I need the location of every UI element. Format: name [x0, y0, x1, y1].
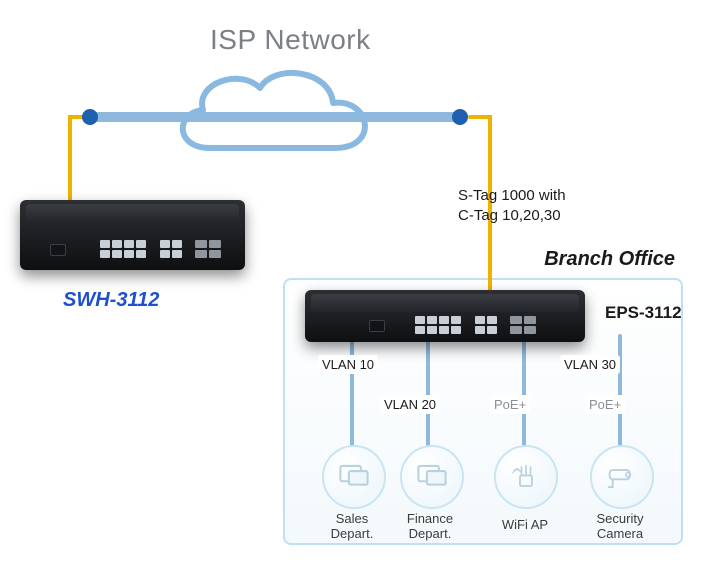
swh-3112-switch [20, 200, 245, 270]
eps-3112-switch [305, 290, 585, 342]
poe-badge-2: PoE+ [585, 395, 625, 414]
vlan30-badge: VLAN 30 [560, 355, 620, 374]
camera-label: SecurityCamera [582, 512, 658, 542]
swh-3112-label: SWH-3112 [63, 289, 159, 312]
poe-badge-1: PoE+ [490, 395, 530, 414]
isp-title: ISP Network [210, 24, 371, 56]
sales-device-icon [322, 445, 386, 509]
finance-label: FinanceDepart. [395, 512, 465, 542]
diagram-stage: ISP Network SWH-3112 S-Tag 1000 with C-T… [0, 0, 703, 568]
sales-label: SalesDepart. [322, 512, 382, 542]
eps-3112-label: EPS-3112 [605, 303, 682, 323]
tag-line1: S-Tag 1000 with [458, 187, 566, 204]
branch-office-title: Branch Office [544, 248, 675, 271]
s-tag-text: S-Tag 1000 with C-Tag 10,20,30 [458, 186, 566, 227]
security-camera-icon [590, 445, 654, 509]
vlan10-badge: VLAN 10 [318, 355, 378, 374]
vlan20-badge: VLAN 20 [380, 395, 440, 414]
finance-device-icon [400, 445, 464, 509]
tag-line2: C-Tag 10,20,30 [458, 207, 561, 224]
wifi-label: WiFi AP [490, 518, 560, 533]
wifi-ap-icon [494, 445, 558, 509]
cloud-icon [165, 58, 385, 178]
